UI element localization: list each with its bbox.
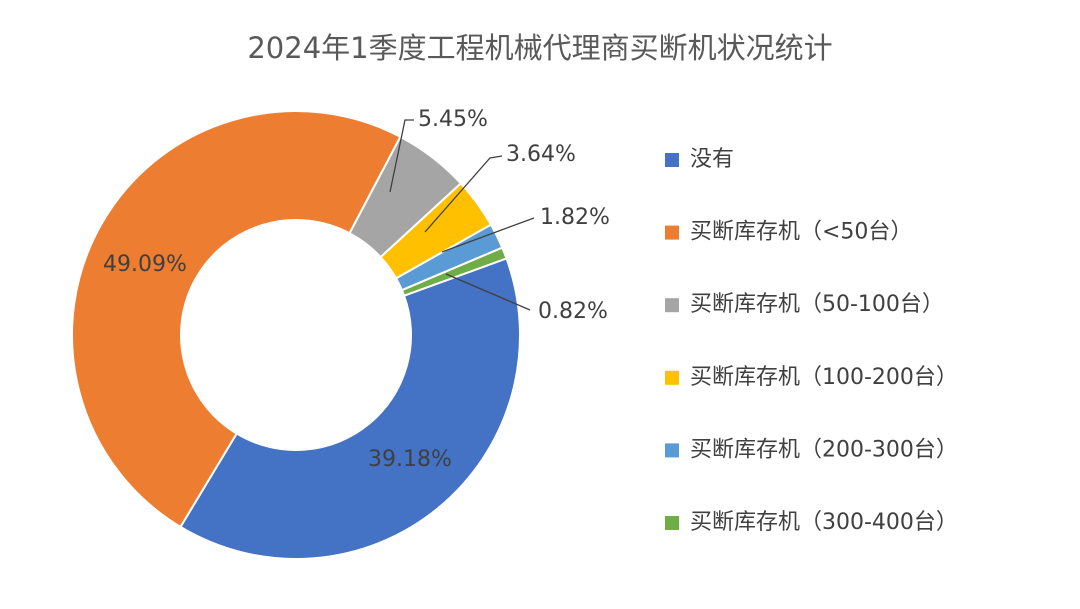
leader-line: [445, 273, 531, 311]
legend-label: 买断库存机（200-300台）: [690, 437, 958, 462]
legend-swatch: [665, 516, 679, 530]
legend-swatch: [665, 153, 679, 167]
legend-label: 买断库存机（<50台）: [690, 220, 912, 245]
data-label: 0.82%: [538, 299, 608, 324]
data-label: 1.82%: [540, 205, 610, 230]
legend-swatch: [665, 370, 679, 385]
slice: [400, 246, 508, 297]
data-label: 39.18%: [368, 447, 452, 472]
slice: [71, 110, 402, 529]
legend-swatch: [665, 443, 679, 458]
legend-label: 买断库存机（100-200台）: [690, 365, 958, 390]
legend-label: 买断库存机（50-100台）: [690, 292, 944, 317]
data-label: 49.09%: [103, 252, 187, 277]
leader-line: [424, 155, 503, 233]
legend-label: 没有: [690, 147, 734, 172]
chart-title: 2024年1季度工程机械代理商买断机状况统计: [247, 31, 832, 65]
slice: [179, 257, 521, 560]
legend-swatch: [665, 298, 679, 313]
data-label: 3.64%: [506, 142, 576, 167]
leader-line: [441, 217, 535, 253]
data-label: 5.45%: [418, 107, 488, 132]
legend-label: 买断库存机（300-400台）: [690, 510, 958, 535]
leader-line: [389, 119, 414, 193]
legend-swatch: [665, 225, 679, 240]
